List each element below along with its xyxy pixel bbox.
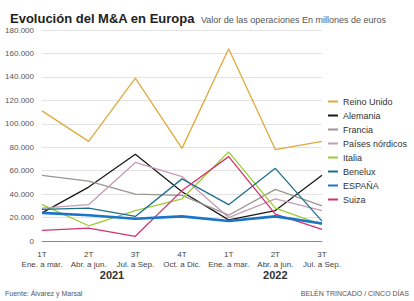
svg-text:Ene. a mar.: Ene. a mar.: [208, 260, 249, 269]
svg-text:3T: 3T: [131, 250, 140, 259]
svg-text:Valor de las operaciones En mi: Valor de las operaciones En millones de …: [201, 15, 386, 25]
svg-text:100.000: 100.000: [5, 119, 34, 128]
svg-text:1T: 1T: [37, 250, 46, 259]
svg-text:Oct. a Dic.: Oct. a Dic.: [163, 260, 200, 269]
svg-text:160.000: 160.000: [5, 49, 34, 58]
svg-text:Ene. a mar.: Ene. a mar.: [22, 260, 63, 269]
svg-text:Fuente: Álvarez y Marsal: Fuente: Álvarez y Marsal: [5, 289, 83, 298]
svg-text:Reino Unido: Reino Unido: [343, 97, 393, 107]
svg-text:2T: 2T: [271, 250, 280, 259]
svg-text:Abr. a jun.: Abr. a jun.: [71, 260, 107, 269]
svg-text:4T: 4T: [177, 250, 186, 259]
svg-text:80.000: 80.000: [10, 143, 35, 152]
svg-text:3T: 3T: [317, 250, 326, 259]
svg-text:Alemania: Alemania: [343, 111, 381, 121]
svg-text:Italia: Italia: [343, 153, 362, 163]
svg-text:2021: 2021: [100, 269, 124, 281]
svg-text:60.000: 60.000: [10, 166, 35, 175]
svg-text:0: 0: [30, 237, 35, 246]
svg-text:2022: 2022: [263, 269, 287, 281]
svg-text:Abr. a jun.: Abr. a jun.: [257, 260, 293, 269]
svg-text:140.000: 140.000: [5, 72, 34, 81]
svg-text:1T: 1T: [224, 250, 233, 259]
svg-text:40.000: 40.000: [10, 190, 35, 199]
svg-text:20.000: 20.000: [10, 213, 35, 222]
svg-text:Benelux: Benelux: [343, 167, 376, 177]
svg-text:120.000: 120.000: [5, 96, 34, 105]
svg-text:ESPAÑA: ESPAÑA: [343, 181, 379, 191]
svg-text:Evolución del M&A en Europa: Evolución del M&A en Europa: [10, 11, 195, 26]
svg-text:BELÉN TRINCADO / CINCO DÍAS: BELÉN TRINCADO / CINCO DÍAS: [301, 289, 409, 297]
svg-text:Jul. a Sep.: Jul. a Sep.: [116, 260, 154, 269]
svg-text:2T: 2T: [84, 250, 93, 259]
svg-text:Suiza: Suiza: [343, 195, 366, 205]
svg-text:Francia: Francia: [343, 125, 373, 135]
svg-text:Países nórdicos: Países nórdicos: [343, 139, 408, 149]
svg-text:Jul. a Sep.: Jul. a Sep.: [303, 260, 341, 269]
svg-text:180.000: 180.000: [5, 26, 34, 35]
